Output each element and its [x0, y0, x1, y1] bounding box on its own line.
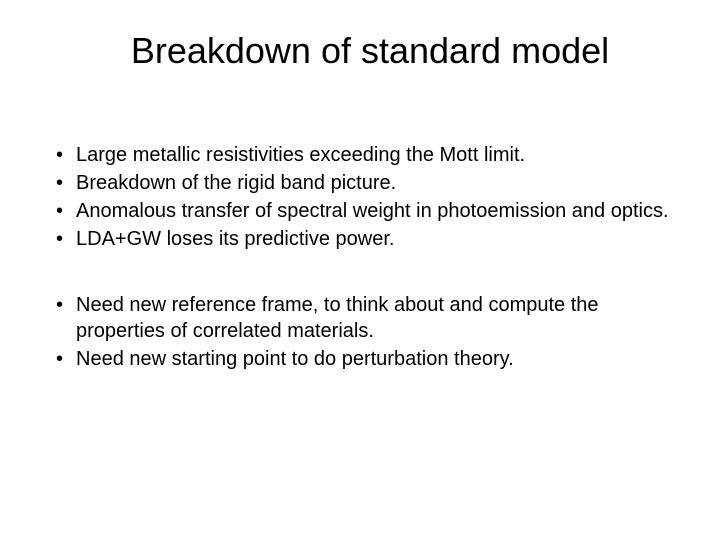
bullet-item: • Need new reference frame, to think abo…: [50, 292, 670, 344]
bullet-marker-icon: •: [50, 170, 76, 196]
bullet-text: Large metallic resistivities exceeding t…: [76, 142, 670, 168]
bullet-marker-icon: •: [50, 226, 76, 252]
bullet-text: Anomalous transfer of spectral weight in…: [76, 198, 670, 224]
bullet-group-2: • Need new reference frame, to think abo…: [50, 292, 670, 372]
bullet-marker-icon: •: [50, 346, 76, 372]
bullet-text: Breakdown of the rigid band picture.: [76, 170, 670, 196]
bullet-marker-icon: •: [50, 292, 76, 318]
bullet-item: • Large metallic resistivities exceeding…: [50, 142, 670, 168]
bullet-marker-icon: •: [50, 198, 76, 224]
bullet-item: • LDA+GW loses its predictive power.: [50, 226, 670, 252]
bullet-text: Need new reference frame, to think about…: [76, 292, 670, 344]
bullet-text: Need new starting point to do perturbati…: [76, 346, 670, 372]
slide-title: Breakdown of standard model: [50, 30, 670, 72]
bullet-group-1: • Large metallic resistivities exceeding…: [50, 142, 670, 252]
bullet-marker-icon: •: [50, 142, 76, 168]
bullet-item: • Breakdown of the rigid band picture.: [50, 170, 670, 196]
bullet-text: LDA+GW loses its predictive power.: [76, 226, 670, 252]
bullet-item: • Anomalous transfer of spectral weight …: [50, 198, 670, 224]
bullet-item: • Need new starting point to do perturba…: [50, 346, 670, 372]
